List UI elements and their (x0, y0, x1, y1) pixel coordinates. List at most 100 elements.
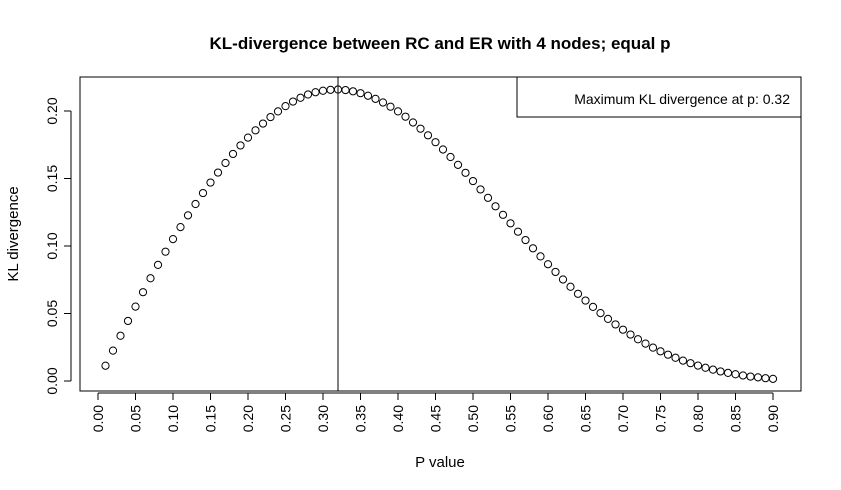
x-tick-label: 0.85 (728, 405, 744, 432)
data-point (498, 210, 508, 219)
x-tick-label: 0.30 (315, 405, 331, 432)
data-point (341, 85, 350, 95)
data-point (153, 260, 163, 269)
data-point (768, 374, 778, 383)
data-point (513, 227, 523, 236)
x-axis-label: P value (415, 454, 465, 471)
data-point (521, 235, 530, 245)
data-point (393, 107, 403, 116)
data-point (753, 373, 763, 382)
chart-title: KL-divergence between RC and ER with 4 n… (210, 34, 671, 53)
data-point (236, 141, 245, 150)
data-point (678, 356, 688, 365)
x-tick-label: 0.90 (765, 405, 781, 432)
data-point (476, 185, 485, 194)
legend: Maximum KL divergence at p: 0.32 (516, 76, 802, 118)
x-tick-label: 0.50 (465, 405, 481, 432)
data-point (191, 199, 200, 209)
data-point (708, 365, 718, 374)
data-point (318, 86, 328, 95)
x-tick-label: 0.05 (128, 405, 144, 432)
y-tick-label: 0.20 (44, 97, 60, 124)
y-tick-label: 0.15 (44, 165, 60, 192)
data-point (168, 235, 178, 244)
data-point (206, 178, 215, 187)
data-point (701, 363, 710, 372)
data-point (461, 168, 470, 177)
data-point (378, 98, 388, 107)
data-point (506, 219, 515, 228)
data-point (446, 152, 455, 162)
data-point (551, 267, 560, 277)
data-point (438, 145, 448, 154)
y-tick-label: 0.10 (44, 232, 60, 259)
data-point (656, 347, 665, 356)
data-point (528, 244, 538, 253)
data-point (633, 335, 643, 344)
data-point (618, 325, 628, 334)
data-point (251, 126, 260, 135)
data-point (641, 339, 650, 348)
data-point (491, 202, 500, 211)
data-point (731, 370, 740, 379)
x-tick-label: 0.65 (578, 405, 594, 432)
data-point (116, 331, 125, 340)
data-point (161, 247, 170, 256)
x-tick-label: 0.25 (278, 405, 294, 432)
data-points (101, 85, 778, 383)
data-point (303, 90, 313, 99)
data-point (566, 282, 575, 291)
plot-frame (79, 76, 802, 392)
data-point (138, 288, 148, 297)
data-point (453, 160, 463, 169)
data-point (693, 361, 703, 370)
data-point (581, 296, 590, 305)
data-point (296, 93, 305, 102)
data-point (611, 320, 620, 329)
data-point (423, 131, 433, 140)
x-tick-label: 0.00 (90, 405, 106, 432)
data-point (663, 350, 673, 359)
x-tick-label: 0.55 (503, 405, 519, 432)
data-point (363, 91, 373, 100)
x-tick-label: 0.60 (540, 405, 556, 432)
data-point (243, 133, 253, 142)
data-point (603, 314, 613, 323)
data-point (386, 102, 395, 111)
x-axis: 0.00 0.05 0.10 0.15 0.20 0.25 0.30 0.35 0.40 0.45… (90, 392, 781, 432)
data-point (356, 89, 365, 98)
data-point (221, 158, 230, 168)
data-point (543, 260, 553, 269)
data-point (716, 367, 725, 376)
x-tick-label: 0.15 (203, 405, 219, 432)
data-point (266, 112, 275, 122)
data-point (101, 361, 110, 370)
x-tick-label: 0.70 (615, 405, 631, 432)
data-point (183, 211, 193, 220)
data-point (326, 85, 335, 94)
data-point (671, 353, 680, 362)
data-point (348, 87, 358, 96)
data-point (281, 102, 290, 111)
y-tick-label: 0.00 (44, 367, 60, 394)
data-point (686, 359, 695, 368)
data-point (416, 124, 425, 133)
data-point (146, 274, 155, 283)
data-point (431, 138, 440, 147)
data-point (626, 330, 635, 339)
legend-box (516, 76, 802, 118)
data-point (761, 374, 770, 383)
x-tick-label: 0.80 (690, 405, 706, 432)
data-point (746, 372, 755, 381)
data-point (596, 308, 605, 318)
data-point (408, 118, 418, 127)
x-tick-label: 0.20 (240, 405, 256, 432)
data-point (558, 275, 568, 284)
x-tick-label: 0.45 (428, 405, 444, 432)
x-tick-label: 0.75 (653, 405, 669, 432)
data-point (371, 94, 380, 103)
legend-text: Maximum KL divergence at p: 0.32 (574, 91, 790, 107)
data-point (108, 346, 118, 355)
y-axis-label: KL divergence (5, 186, 22, 281)
x-tick-label: 0.35 (353, 405, 369, 432)
